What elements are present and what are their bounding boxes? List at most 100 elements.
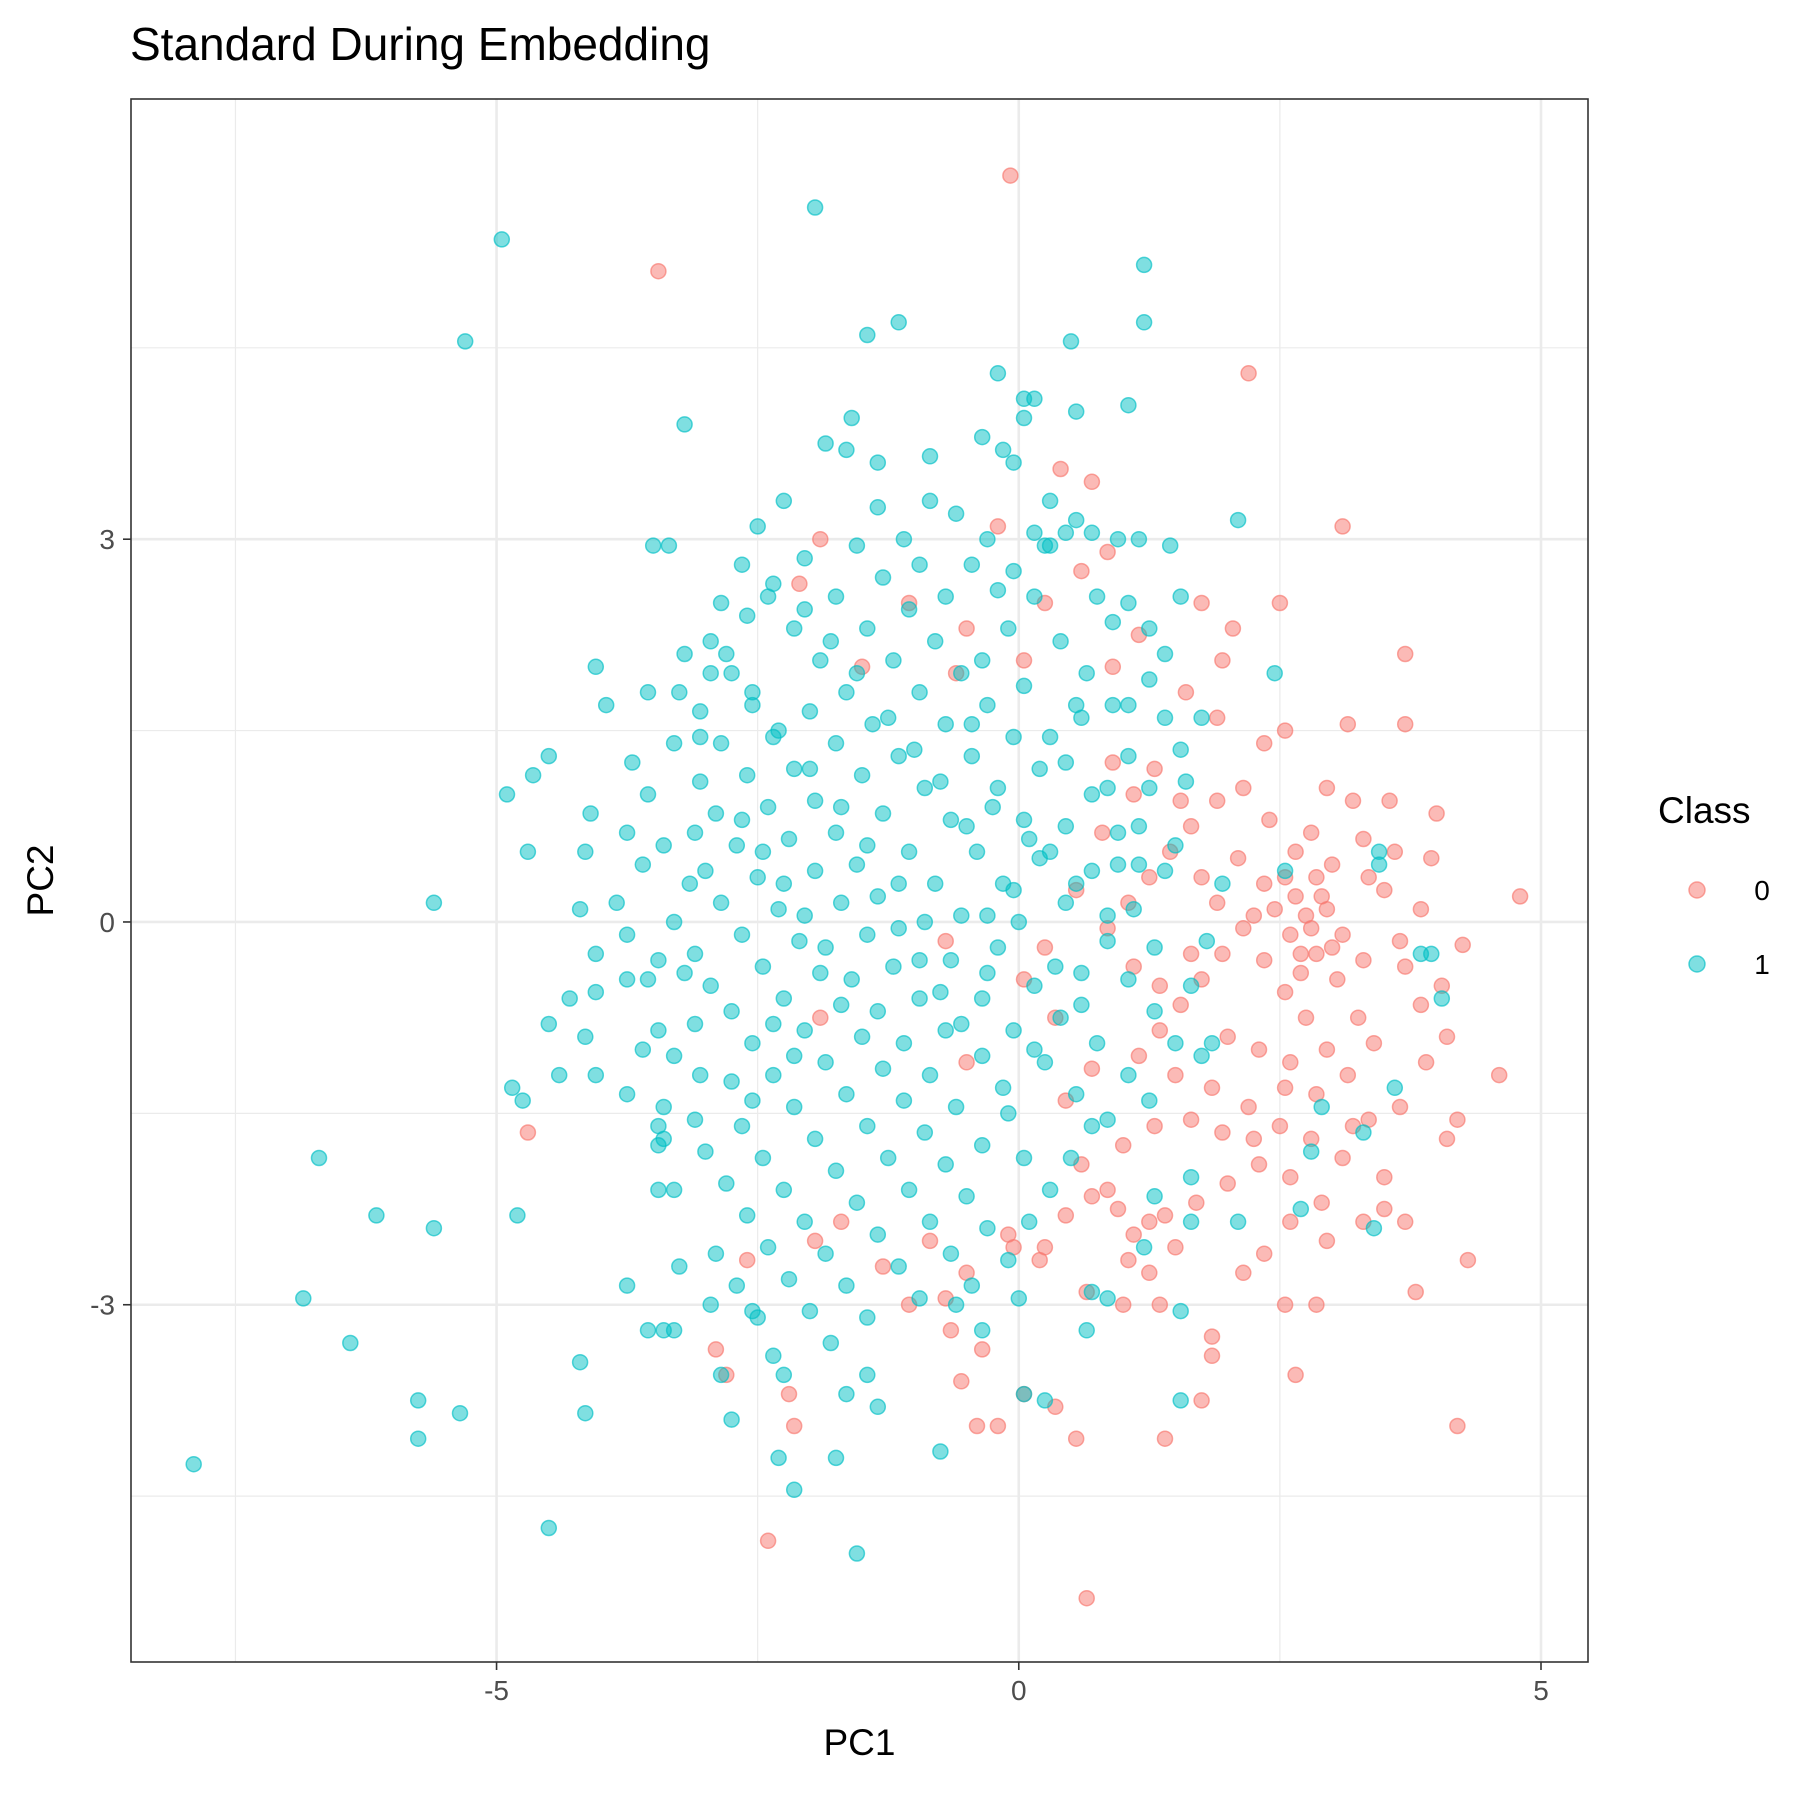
data-point-class-1 — [718, 1175, 735, 1192]
data-point-class-0 — [1224, 620, 1242, 637]
data-point-class-0 — [953, 1373, 970, 1390]
data-point-class-1 — [942, 811, 960, 829]
data-point-class-1 — [707, 1245, 725, 1262]
data-point-class-0 — [1036, 939, 1054, 956]
data-point-class-0 — [1219, 1175, 1236, 1192]
data-point-class-0 — [1396, 645, 1414, 663]
data-point-class-0 — [1120, 1251, 1137, 1269]
data-point-class-0 — [1000, 1226, 1017, 1243]
data-point-class-1 — [676, 964, 693, 982]
data-point-class-0 — [1381, 792, 1398, 810]
data-point-class-1 — [587, 658, 605, 676]
data-point-class-0 — [1396, 715, 1414, 733]
data-point-class-1 — [1135, 314, 1153, 331]
data-point-class-1 — [691, 703, 709, 720]
data-point-class-1 — [994, 441, 1012, 459]
plot-border — [130, 98, 1589, 1663]
x-tick-label: 5 — [1533, 1675, 1549, 1706]
y-tick-label: 0 — [99, 907, 115, 938]
data-point-class-1 — [456, 333, 474, 350]
data-point-class-1 — [754, 958, 772, 975]
data-point-class-0 — [1396, 958, 1414, 975]
data-point-class-0 — [1130, 1047, 1148, 1065]
data-point-class-0 — [1282, 1213, 1299, 1231]
data-point-class-0 — [1318, 779, 1336, 797]
data-point-class-0 — [1141, 1213, 1158, 1231]
data-point-class-1 — [409, 1430, 427, 1447]
data-point-class-0 — [1292, 964, 1310, 982]
data-point-class-0 — [1208, 792, 1226, 810]
data-point-class-1 — [1015, 1149, 1033, 1167]
data-point-class-1 — [1292, 1200, 1310, 1218]
data-point-class-1 — [812, 964, 829, 982]
data-point-class-1 — [1109, 824, 1127, 841]
data-point-class-1 — [624, 754, 641, 771]
data-point-class-1 — [785, 1481, 803, 1499]
data-point-class-1 — [921, 1066, 939, 1084]
data-point-class-0 — [1271, 594, 1289, 612]
data-point-class-1 — [916, 913, 934, 931]
data-point-class-1 — [812, 652, 829, 669]
data-point-class-0 — [806, 1232, 824, 1250]
data-point-class-0 — [785, 1417, 803, 1435]
data-point-class-1 — [1313, 1098, 1330, 1116]
data-point-class-1 — [874, 569, 892, 586]
data-point-class-1 — [890, 1258, 907, 1275]
data-point-class-1 — [843, 971, 860, 988]
data-point-class-1 — [796, 907, 813, 924]
data-point-class-0 — [1151, 1022, 1169, 1039]
data-point-class-1 — [853, 766, 871, 784]
data-point-class-1 — [827, 1449, 845, 1467]
data-point-class-0 — [1287, 1366, 1304, 1384]
data-point-class-0 — [1208, 894, 1226, 912]
data-point-class-1 — [973, 652, 991, 669]
data-point-class-1 — [859, 1117, 876, 1135]
data-point-class-1 — [859, 1366, 876, 1384]
data-point-class-1 — [1172, 1392, 1189, 1409]
data-point-class-1 — [571, 1353, 589, 1371]
data-point-class-1 — [843, 409, 860, 427]
data-point-class-1 — [540, 1519, 558, 1537]
data-point-class-1 — [921, 448, 939, 465]
data-point-class-0 — [1219, 1028, 1236, 1046]
data-point-class-1 — [1130, 530, 1148, 548]
data-point-class-0 — [1141, 869, 1158, 886]
data-point-class-1 — [1182, 977, 1200, 995]
data-point-class-1 — [817, 939, 834, 956]
data-point-class-1 — [895, 1034, 913, 1052]
data-point-class-1 — [911, 951, 928, 969]
data-point-class-0 — [1255, 951, 1273, 969]
data-point-class-1 — [1026, 1041, 1043, 1058]
data-point-class-1 — [937, 588, 954, 605]
data-point-class-0 — [1454, 936, 1471, 954]
data-point-class-1 — [597, 696, 615, 714]
data-point-class-1 — [1026, 977, 1043, 995]
data-point-class-1 — [832, 894, 850, 912]
data-point-class-1 — [827, 588, 845, 605]
data-point-class-1 — [890, 875, 907, 892]
data-point-class-1 — [702, 664, 719, 682]
data-point-class-1 — [1041, 1181, 1059, 1199]
data-point-class-0 — [1412, 996, 1430, 1014]
data-point-class-0 — [1318, 900, 1336, 918]
data-point-class-0 — [1308, 945, 1325, 963]
data-point-class-1 — [963, 1277, 981, 1294]
data-point-class-1 — [1057, 754, 1075, 771]
data-point-class-0 — [1125, 1226, 1142, 1243]
data-point-class-1 — [451, 1404, 469, 1422]
data-point-class-1 — [859, 926, 876, 943]
data-point-class-0 — [1438, 1130, 1456, 1148]
data-point-class-1 — [1026, 588, 1043, 605]
data-point-class-1 — [571, 900, 589, 918]
data-point-class-1 — [665, 1322, 683, 1339]
data-point-class-1 — [759, 798, 777, 816]
data-point-class-1 — [1052, 633, 1069, 650]
data-point-class-1 — [791, 932, 808, 950]
data-point-class-1 — [838, 1085, 855, 1103]
data-point-class-1 — [900, 1181, 918, 1199]
data-point-class-0 — [1002, 167, 1019, 184]
data-point-class-1 — [942, 1245, 960, 1262]
data-point-class-0 — [1083, 1060, 1101, 1077]
data-point-class-1 — [775, 990, 793, 1007]
data-point-class-1 — [1083, 862, 1101, 880]
